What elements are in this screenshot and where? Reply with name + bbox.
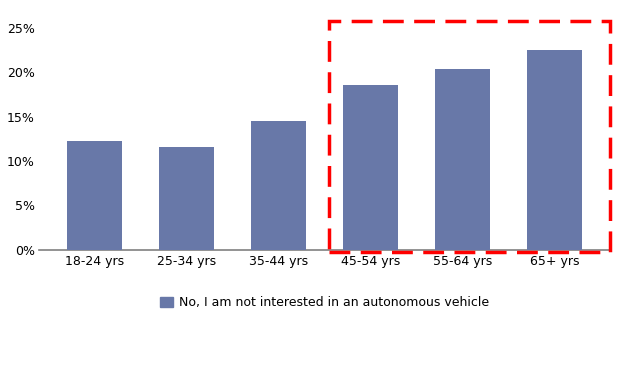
Bar [343,85,398,250]
Bar [527,50,582,250]
Bar [435,69,491,250]
Bar [67,141,122,250]
Bar [159,147,214,250]
Bar [329,21,610,252]
Bar [251,121,306,250]
Legend: No, I am not interested in an autonomous vehicle: No, I am not interested in an autonomous… [155,291,494,314]
